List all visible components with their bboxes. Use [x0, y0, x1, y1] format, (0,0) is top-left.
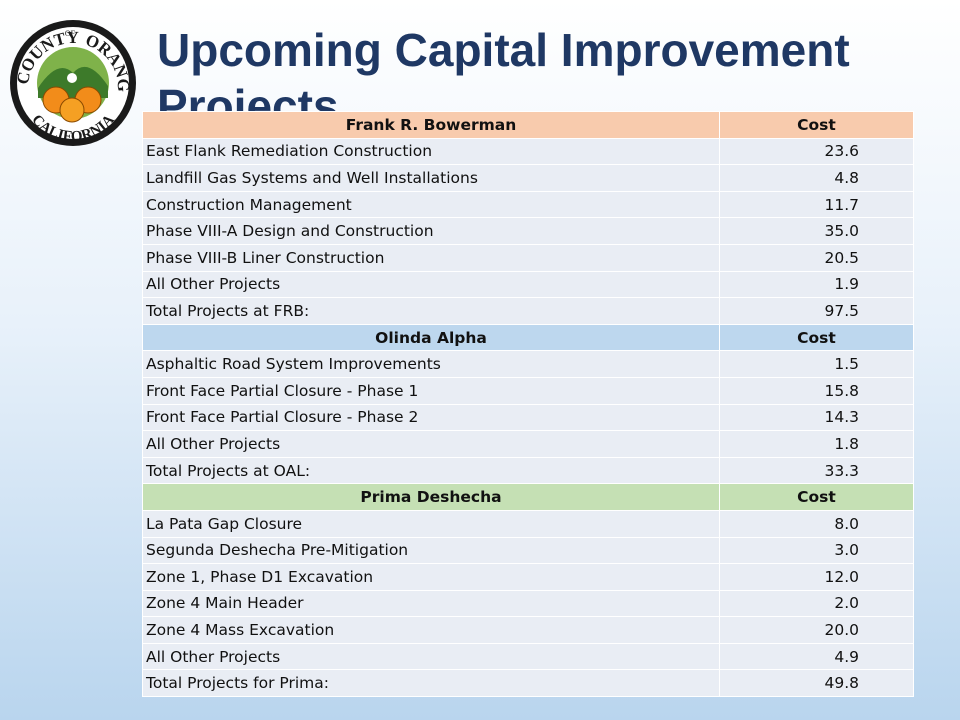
cost-cell: 33.3 — [719, 456, 914, 485]
project-row: Total Projects at FRB: 97.5 — [142, 297, 914, 325]
project-name: Asphaltic Road System Improvements — [142, 350, 720, 378]
project-row: East Flank Remediation Construction 23.6 — [142, 137, 914, 166]
project-name: Phase VIII-B Liner Construction — [142, 243, 720, 272]
project-row: All Other Projects 4.9 — [142, 642, 914, 671]
project-row: All Other Projects 1.9 — [142, 270, 914, 299]
cost-header: Cost — [719, 111, 914, 139]
project-row: La Pata Gap Closure 8.0 — [142, 509, 914, 538]
project-name: All Other Projects — [142, 270, 720, 299]
site-header: Prima Deshecha — [142, 483, 720, 511]
site-header: Frank R. Bowerman — [142, 111, 720, 139]
project-row: Zone 1, Phase D1 Excavation 12.0 — [142, 563, 914, 591]
project-row: Segunda Deshecha Pre-Mitigation 3.0 — [142, 536, 914, 565]
cost-cell: 35.0 — [719, 217, 914, 245]
cost-cell: 20.5 — [719, 243, 914, 272]
cost-table: Frank R. Bowerman Cost East Flank Remediat… — [142, 111, 914, 698]
project-row: Front Face Partial Closure - Phase 2 14.3 — [142, 403, 914, 432]
cost-header: Cost — [719, 323, 914, 352]
cost-cell: 20.0 — [719, 616, 914, 644]
cost-cell: 49.8 — [719, 669, 914, 698]
cost-cell: 97.5 — [719, 297, 914, 325]
cost-cell: 4.9 — [719, 642, 914, 671]
seal-text-of: OF — [65, 29, 76, 38]
project-name: Zone 4 Main Header — [142, 589, 720, 618]
project-row: Total Projects for Prima: 49.8 — [142, 669, 914, 698]
project-name: Total Projects for Prima: — [142, 669, 720, 698]
cost-cell: 11.7 — [719, 190, 914, 219]
project-name: Zone 1, Phase D1 Excavation — [142, 563, 720, 591]
project-row: Zone 4 Main Header 2.0 — [142, 589, 914, 618]
cost-cell: 12.0 — [719, 563, 914, 591]
project-row: Zone 4 Mass Excavation 20.0 — [142, 616, 914, 644]
project-name: La Pata Gap Closure — [142, 509, 720, 538]
project-row: Front Face Partial Closure - Phase 1 15.8 — [142, 376, 914, 405]
cost-cell: 3.0 — [719, 536, 914, 565]
cost-cell: 2.0 — [719, 589, 914, 618]
cost-cell: 8.0 — [719, 509, 914, 538]
project-name: All Other Projects — [142, 430, 720, 458]
project-name: Landfill Gas Systems and Well Installati… — [142, 164, 720, 192]
site-header: Olinda Alpha — [142, 323, 720, 352]
project-name: Zone 4 Mass Excavation — [142, 616, 720, 644]
section-header-row: Olinda Alpha Cost — [142, 323, 914, 352]
project-name: Front Face Partial Closure - Phase 2 — [142, 403, 720, 432]
project-name: Segunda Deshecha Pre-Mitigation — [142, 536, 720, 565]
cost-cell: 14.3 — [719, 403, 914, 432]
project-name: All Other Projects — [142, 642, 720, 671]
project-name: Phase VIII-A Design and Construction — [142, 217, 720, 245]
project-name: Front Face Partial Closure - Phase 1 — [142, 376, 720, 405]
cost-cell: 4.8 — [719, 164, 914, 192]
project-name: Total Projects at OAL: — [142, 456, 720, 485]
project-row: Landfill Gas Systems and Well Installati… — [142, 164, 914, 192]
project-row: Phase VIII-B Liner Construction 20.5 — [142, 243, 914, 272]
cost-cell: 1.9 — [719, 270, 914, 299]
section-header-row: Prima Deshecha Cost — [142, 483, 914, 511]
county-seal: COUNTY OF ORANGE CALIFORNIA — [8, 18, 136, 146]
project-row: Total Projects at OAL: 33.3 — [142, 456, 914, 485]
section-header-row: Frank R. Bowerman Cost — [142, 111, 914, 139]
project-row: Construction Management 11.7 — [142, 190, 914, 219]
cost-cell: 1.8 — [719, 430, 914, 458]
project-row: Asphaltic Road System Improvements 1.5 — [142, 350, 914, 378]
cost-header: Cost — [719, 483, 914, 511]
project-row: Phase VIII-A Design and Construction 35.0 — [142, 217, 914, 245]
project-name: Total Projects at FRB: — [142, 297, 720, 325]
project-name: East Flank Remediation Construction — [142, 137, 720, 166]
cost-cell: 1.5 — [719, 350, 914, 378]
cost-cell: 15.8 — [719, 376, 914, 405]
project-row: All Other Projects 1.8 — [142, 430, 914, 458]
cost-cell: 23.6 — [719, 137, 914, 166]
project-name: Construction Management — [142, 190, 720, 219]
